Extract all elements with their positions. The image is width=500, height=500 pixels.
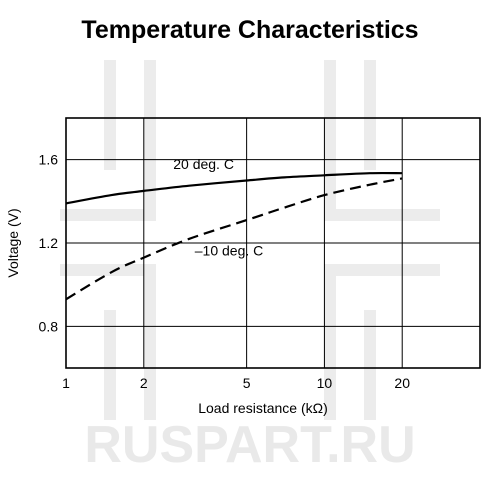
x-tick-label: 20 <box>394 375 410 391</box>
series-label-minus10c: –10 deg. C <box>195 243 264 259</box>
y-axis-label: Voltage (V) <box>5 208 21 277</box>
watermark-text: RUSPART.RU <box>84 416 415 474</box>
x-axis-label: Load resistance (kΩ) <box>198 400 328 416</box>
y-tick-label: 1.6 <box>39 152 59 168</box>
x-tick-label: 2 <box>140 375 148 391</box>
series-line-20c <box>65 171 403 205</box>
grid <box>65 118 480 368</box>
x-tick-label: 5 <box>243 375 251 391</box>
tick-labels: 1 2 5 10 20 0.8 1.2 1.6 <box>39 152 411 391</box>
y-tick-label: 0.8 <box>39 318 59 334</box>
watermark: RUSPART.RU <box>60 60 440 474</box>
y-tick-label: 1.2 <box>39 235 59 251</box>
series-labels: 20 deg. C –10 deg. C <box>173 156 263 258</box>
x-tick-label: 10 <box>317 375 333 391</box>
plot-frame <box>65 117 481 369</box>
chart-title: Temperature Characteristics <box>81 16 419 44</box>
series-line-minus10c <box>65 177 403 301</box>
x-tick-label: 1 <box>62 375 70 391</box>
series-label-20c: 20 deg. C <box>173 156 234 172</box>
series-layer <box>65 171 403 301</box>
